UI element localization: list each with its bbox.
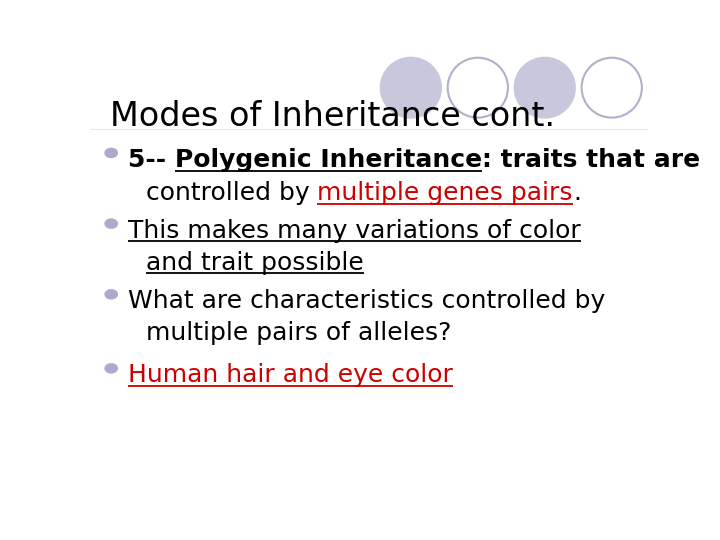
Circle shape bbox=[105, 219, 117, 228]
Text: controlled by: controlled by bbox=[145, 181, 318, 205]
Circle shape bbox=[105, 364, 117, 373]
Ellipse shape bbox=[515, 58, 575, 118]
Circle shape bbox=[105, 148, 117, 158]
Ellipse shape bbox=[448, 58, 508, 118]
Text: Modes of Inheritance cont.: Modes of Inheritance cont. bbox=[109, 100, 554, 133]
Ellipse shape bbox=[582, 58, 642, 118]
Text: .: . bbox=[573, 181, 581, 205]
Text: Human hair and eye color: Human hair and eye color bbox=[128, 363, 453, 387]
Text: Polygenic Inheritance: Polygenic Inheritance bbox=[175, 148, 482, 172]
Text: multiple genes pairs: multiple genes pairs bbox=[318, 181, 573, 205]
Text: and trait possible: and trait possible bbox=[145, 251, 364, 275]
Text: : traits that are: : traits that are bbox=[482, 148, 700, 172]
Text: This makes many variations of color: This makes many variations of color bbox=[128, 219, 581, 242]
Text: 5--: 5-- bbox=[128, 148, 175, 172]
Ellipse shape bbox=[381, 58, 441, 118]
Circle shape bbox=[105, 290, 117, 299]
Text: multiple pairs of alleles?: multiple pairs of alleles? bbox=[145, 321, 451, 346]
Text: What are characteristics controlled by: What are characteristics controlled by bbox=[128, 289, 606, 313]
